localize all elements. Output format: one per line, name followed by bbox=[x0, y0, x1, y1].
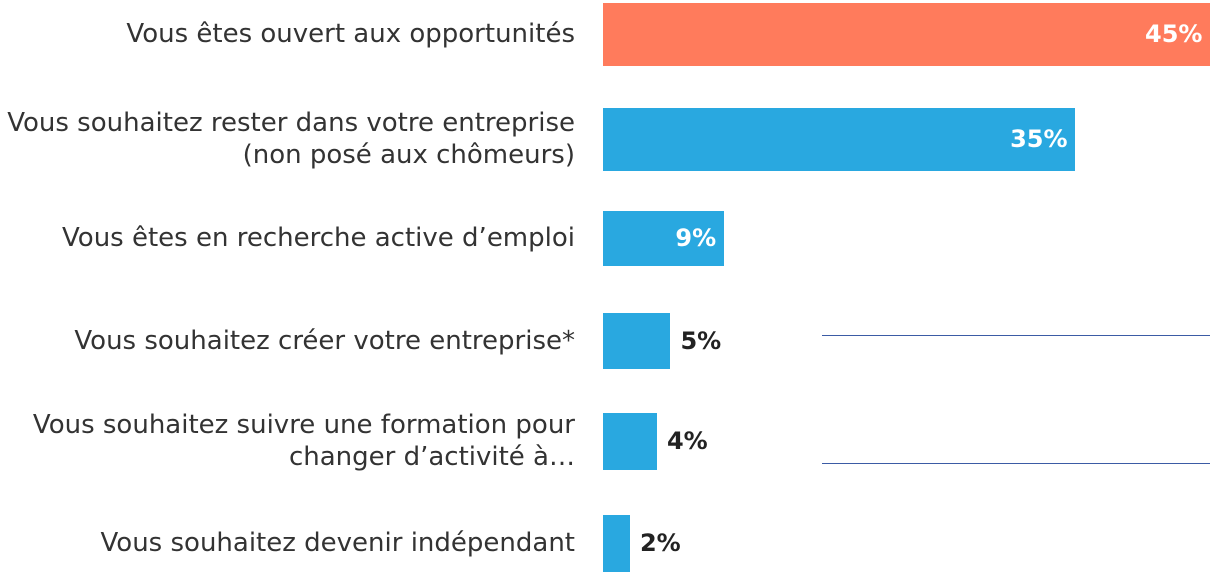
category-label: Vous souhaitez créer votre entreprise* bbox=[74, 326, 575, 356]
divider bbox=[822, 335, 1210, 336]
value-label: 4% bbox=[666, 427, 708, 455]
bar bbox=[603, 107, 1076, 171]
value-label: 2% bbox=[639, 529, 681, 557]
category-label: Vous souhaitez rester dans votre entrepr… bbox=[7, 108, 575, 170]
bar bbox=[603, 210, 725, 266]
bar bbox=[603, 514, 630, 572]
value-label: 45% bbox=[1145, 20, 1203, 48]
value-label: 5% bbox=[680, 327, 722, 355]
bar bbox=[603, 412, 657, 470]
category-label: Vous êtes ouvert aux opportunités bbox=[126, 19, 575, 49]
category-label: Vous souhaitez suivre une formation pour… bbox=[32, 410, 575, 472]
bar bbox=[603, 313, 671, 369]
divider bbox=[822, 463, 1210, 464]
category-label: Vous souhaitez devenir indépendant bbox=[100, 528, 575, 558]
value-label: 9% bbox=[675, 224, 717, 252]
category-label: Vous êtes en recherche active d’emploi bbox=[62, 223, 575, 253]
bar bbox=[603, 2, 1210, 66]
value-label: 35% bbox=[1010, 125, 1068, 153]
